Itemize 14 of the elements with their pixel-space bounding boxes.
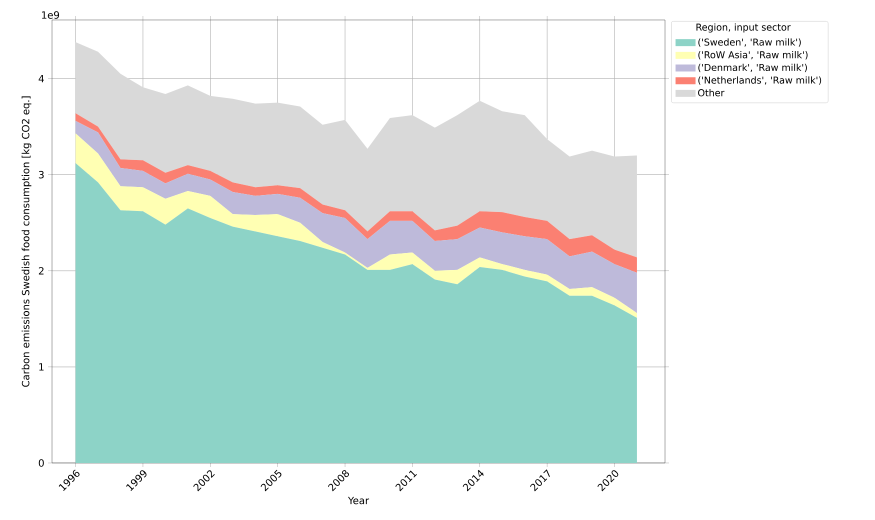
y-axis-title: Carbon emissions Swedish food consumption [kg CO2 eq.] [22, 96, 32, 387]
y-tick-label: 3 [38, 170, 44, 178]
legend-label: ('Netherlands', 'Raw milk') [698, 76, 822, 85]
legend-label: ('Sweden', 'Raw milk') [698, 38, 801, 47]
legend-label: ('RoW Asia', 'Raw milk') [698, 51, 808, 60]
y-tick-label: 4 [38, 74, 44, 82]
legend-label: Other [698, 89, 724, 96]
legend-label: ('Denmark', 'Raw milk') [698, 64, 807, 72]
text: 1e9 [42, 11, 60, 19]
y-tick-label: 0 [38, 459, 44, 467]
y-tick-label: 1 [39, 363, 44, 371]
x-axis-title: Year [348, 496, 370, 504]
legend-title: Region, input sector [696, 23, 791, 33]
y-tick-label: 2 [38, 267, 44, 274]
